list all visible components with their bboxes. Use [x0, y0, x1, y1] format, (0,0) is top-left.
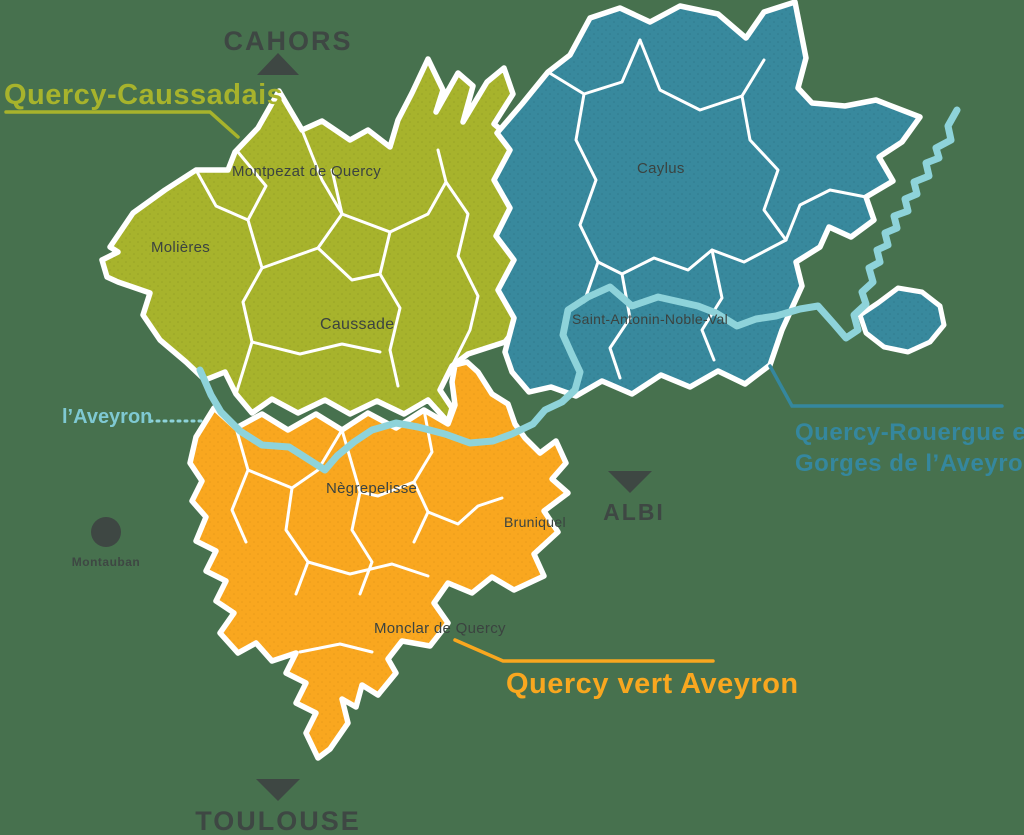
- region-label-quercy-rouergue-line1: Quercy-Rouergue et: [795, 419, 1024, 446]
- region-label-quercy-caussadais: Quercy-Caussadais: [4, 79, 284, 111]
- commune-label-molieres: Molières: [151, 239, 211, 256]
- region-quercy-rouergue-commune-borders: [546, 38, 868, 380]
- region-quercy-rouergue-shape: [491, 0, 923, 399]
- commune-label-caussade: Caussade: [320, 316, 395, 333]
- river-label-aveyron: l’Aveyron: [62, 406, 153, 428]
- commune-label-caylus: Caylus: [637, 160, 685, 177]
- commune-label-montpezat: Montpezat de Quercy: [232, 163, 382, 180]
- leader-quercy-rouergue: [768, 364, 1004, 408]
- region-quercy-vert-aveyron-commune-borders: [230, 408, 504, 654]
- city-label-albi: ALBI: [603, 499, 665, 525]
- toulouse-arrow-icon: [256, 779, 300, 801]
- leader-quercy-vert-aveyron: [453, 638, 715, 663]
- region-quercy-caussadais-commune-borders: [194, 128, 480, 396]
- region-label-quercy-rouergue-line2: Gorges de l’Aveyron: [795, 450, 1024, 477]
- commune-label-monclar: Monclar de Quercy: [374, 620, 506, 637]
- montauban-dot-icon: [91, 517, 121, 547]
- region-quercy-vert-aveyron-shape: [187, 359, 571, 761]
- city-label-montauban: Montauban: [71, 555, 141, 569]
- region-quercy-rouergue-gorge-islet: [857, 285, 947, 355]
- commune-label-bruniquel: Bruniquel: [504, 514, 566, 530]
- river-aveyron-path: [196, 106, 961, 474]
- albi-arrow-icon: [608, 471, 652, 493]
- leader-quercy-caussadais: [4, 110, 240, 139]
- commune-label-saint-antonin: Saint-Antonin-Noble-Val: [572, 311, 729, 327]
- region-quercy-caussadais-shape: [99, 56, 525, 425]
- commune-label-negrepelisse: Nègrepelisse: [326, 480, 418, 497]
- region-label-quercy-rouergue: Quercy-Rouergue et Gorges de l’Aveyron: [795, 417, 1024, 479]
- cahors-arrow-icon: [257, 53, 299, 75]
- city-label-toulouse: TOULOUSE: [195, 806, 361, 835]
- city-label-cahors: CAHORS: [223, 26, 353, 56]
- region-label-quercy-vert-aveyron: Quercy vert Aveyron: [506, 668, 799, 700]
